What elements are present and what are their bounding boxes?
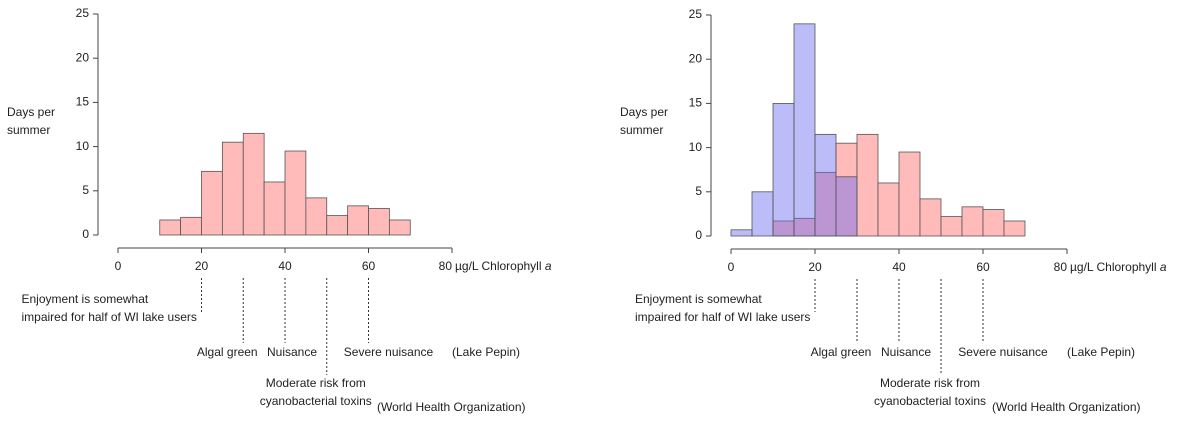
y-axis-label: Days per [7,105,55,119]
y-tick-label: 0 [82,227,89,241]
histogram-bar [284,150,307,236]
histogram-bar [347,205,369,236]
y-tick-label: 5 [82,183,89,197]
histogram-bar [919,198,942,237]
x-tick-label: 80 [439,259,453,273]
source-label: (Lake Pepin) [452,345,520,359]
y-tick-label: 15 [76,95,90,109]
annotation-label: cyanobacterial toxins [874,394,986,408]
histogram-bar [730,229,753,237]
histogram-bar [940,216,963,237]
histogram-bar [751,191,774,237]
annotation-label: Severe nuisance [344,345,434,359]
annotation-label: Severe nuisance [958,345,1048,359]
annotation-label: impaired for half of WI lake users [635,310,810,324]
y-tick-label: 5 [695,184,702,198]
source-label: (World Health Organization) [377,400,526,414]
annotation-label: Algal green [811,345,872,359]
histogram-bar [305,197,328,236]
x-tick-label: 60 [976,260,990,274]
x-axis-label-italic: a [545,259,552,273]
histogram-bar [898,151,921,237]
y-axis-label: summer [620,123,663,137]
x-tick-label: 40 [892,260,906,274]
y-axis-label: summer [7,123,50,137]
histogram-bar [263,181,286,236]
histogram-bar [180,216,202,236]
annotation-label: Enjoyment is somewhat [635,292,762,306]
x-tick-label: 40 [278,259,292,273]
histogram-bar [242,132,265,236]
x-tick-label: 0 [728,260,735,274]
histogram-bar [835,176,858,237]
histogram-bar [221,141,244,236]
y-tick-label: 0 [695,228,702,242]
annotation-label: Moderate risk from [880,376,980,390]
annotation-label: Nuisance [267,345,317,359]
histogram-bar [793,23,816,237]
histogram-bar [388,219,411,236]
y-axis-label: Days per [620,105,668,119]
x-tick-label: 0 [115,259,122,273]
y-tick-label: 20 [689,51,703,65]
annotation-label: Algal green [197,345,258,359]
histogram-bar [982,209,1005,237]
annotation-label: Nuisance [881,345,931,359]
x-axis-label-italic: a [1160,260,1167,274]
x-axis-label-text: µg/L Chlorophyll [1070,260,1157,274]
y-tick-label: 10 [689,140,703,154]
y-tick-label: 25 [76,6,90,20]
histogram-bar [772,103,795,237]
source-label: (Lake Pepin) [1067,345,1135,359]
x-tick-label: 60 [362,259,376,273]
annotation-label: cyanobacterial toxins [260,394,372,408]
histogram-bar [368,208,390,236]
annotation-label: Moderate risk from [266,376,366,390]
x-tick-label: 80 [1054,260,1068,274]
y-tick-label: 10 [76,139,90,153]
x-axis-label-text: µg/L Chlorophyll [455,259,542,273]
x-axis-label: µg/L Chlorophyll a [455,259,552,273]
histogram-bar [201,170,223,236]
histogram-bar [961,206,984,237]
y-tick-label: 25 [689,7,703,21]
y-tick-label: 20 [76,50,90,64]
histogram-bar [1003,220,1026,237]
histogram-bar [159,219,182,236]
histogram-bar [877,182,900,237]
source-label: (World Health Organization) [992,400,1141,414]
histogram-bar [856,133,879,237]
x-axis-label: µg/L Chlorophyll a [1070,260,1167,274]
x-tick-label: 20 [808,260,822,274]
y-tick-label: 15 [689,96,703,110]
histogram-bar [814,133,837,237]
x-tick-label: 20 [195,259,209,273]
annotation-label: impaired for half of WI lake users [22,310,197,324]
annotation-label: Enjoyment is somewhat [22,292,149,306]
histogram-bar [326,215,349,236]
